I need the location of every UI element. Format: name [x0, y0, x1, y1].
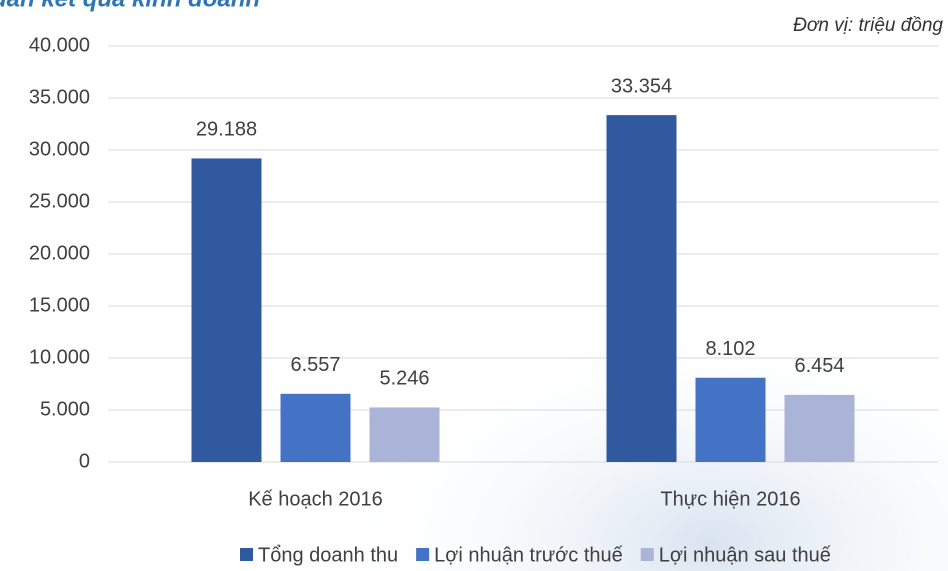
y-tick-label: 5.000: [40, 398, 90, 420]
legend-swatch: [240, 548, 253, 561]
bar: [191, 158, 262, 462]
bar: [784, 394, 855, 462]
data-label: 8.102: [705, 338, 755, 360]
legend-label: Tổng doanh thu: [258, 544, 398, 566]
data-label: 5.246: [379, 368, 429, 390]
unit-note: Đơn vị: triệu đồng: [793, 15, 943, 36]
data-label: 6.454: [794, 355, 844, 377]
y-tick-label: 15.000: [29, 294, 90, 316]
data-label: 6.557: [290, 354, 340, 376]
data-label: 33.354: [611, 75, 672, 97]
data-label: 29.188: [196, 119, 257, 141]
y-tick-label: 20.000: [29, 242, 90, 264]
bar: [606, 115, 677, 462]
bar: [695, 377, 766, 462]
x-tick-label: Thực hiện 2016: [660, 488, 800, 510]
y-tick-label: 0: [79, 450, 90, 472]
y-tick-label: 35.000: [29, 86, 90, 108]
x-tick-label: Kế hoạch 2016: [248, 488, 383, 510]
legend-label: Lợi nhuận trước thuế: [434, 544, 623, 566]
legend-label: Lợi nhuận sau thuế: [659, 544, 831, 566]
y-tick-label: 40.000: [29, 34, 90, 56]
legend-swatch: [416, 548, 430, 561]
y-tick-label: 10.000: [29, 346, 90, 368]
bar: [369, 407, 440, 462]
bar: [280, 393, 351, 462]
legend-swatch: [640, 548, 654, 561]
y-tick-label: 25.000: [29, 190, 90, 212]
chart-title: uản kết quả kinh doanh: [0, 0, 260, 12]
y-tick-label: 30.000: [29, 138, 90, 160]
